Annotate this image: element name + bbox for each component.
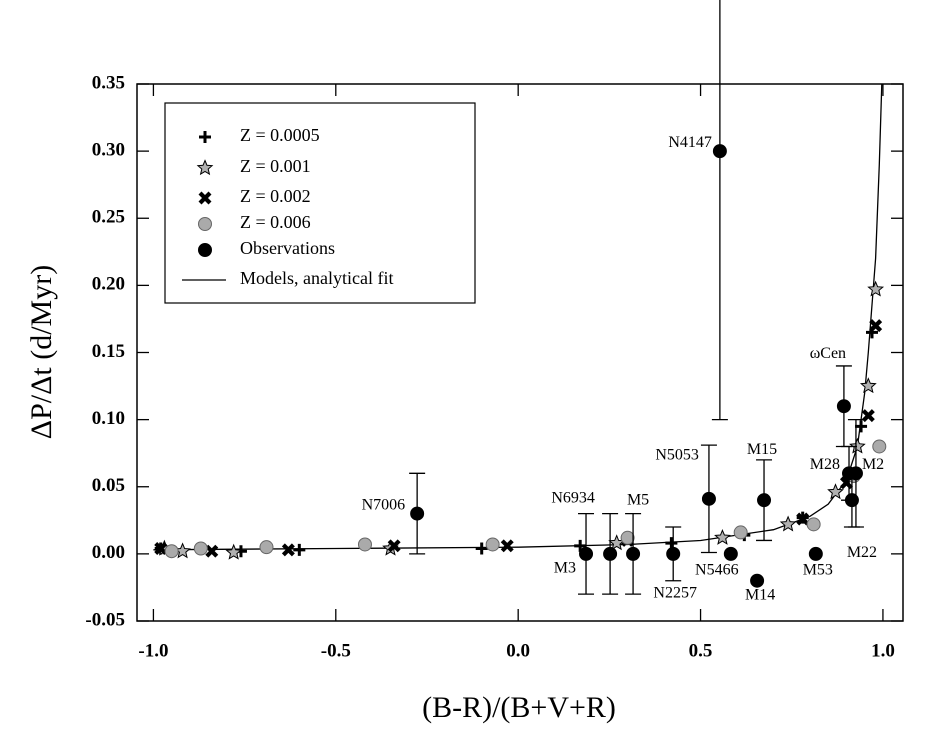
x-tick-label: 0.0 xyxy=(506,640,530,661)
point-label: M14 xyxy=(745,586,775,603)
circle-marker xyxy=(626,546,641,561)
plus-marker xyxy=(855,420,868,433)
point-label: M5 xyxy=(627,492,649,509)
point-label: M3 xyxy=(554,560,576,577)
circle-marker xyxy=(603,546,618,561)
star-marker xyxy=(779,515,797,532)
star-marker xyxy=(827,483,844,500)
plus-marker xyxy=(199,131,211,143)
cross-marker xyxy=(387,539,401,553)
point-label: N6934 xyxy=(551,490,595,507)
star-marker xyxy=(714,528,731,545)
x-tick-label: 0.5 xyxy=(689,640,713,661)
circle-marker xyxy=(198,243,212,257)
y-tick-label: 0.35 xyxy=(92,72,125,93)
legend-label: Models, analytical fit xyxy=(240,268,393,288)
x-tick-label: -1.0 xyxy=(138,640,168,661)
circle-marker xyxy=(836,399,851,414)
cross-marker xyxy=(796,512,810,526)
cross-marker xyxy=(198,191,212,205)
y-tick-label: 0.05 xyxy=(92,475,125,496)
legend-box xyxy=(164,102,476,304)
cross-marker xyxy=(500,539,514,553)
star-marker xyxy=(867,280,885,297)
x-axis-title: (B-R)/(B+V+R) xyxy=(422,691,616,724)
legend-label: Z = 0.001 xyxy=(240,156,311,176)
plus-marker xyxy=(293,543,306,556)
circle-marker xyxy=(164,544,179,559)
circle-marker xyxy=(579,546,594,561)
star-marker xyxy=(225,543,243,560)
circle-marker xyxy=(757,493,772,508)
legend-label: Observations xyxy=(240,238,335,258)
circle-marker xyxy=(712,144,727,159)
y-tick-label: 0.00 xyxy=(92,542,125,563)
error-bar xyxy=(711,0,728,421)
circle-marker xyxy=(808,546,823,561)
circle-marker xyxy=(357,537,372,552)
circle-marker xyxy=(844,493,859,508)
y-tick-label: 0.30 xyxy=(92,139,125,160)
circle-marker xyxy=(806,517,821,532)
point-label: N2257 xyxy=(653,585,697,602)
circle-marker xyxy=(723,546,738,561)
circle-marker xyxy=(872,439,887,454)
x-tick-label: -0.5 xyxy=(321,640,351,661)
cross-marker xyxy=(154,542,168,555)
y-tick-label: 0.25 xyxy=(92,207,125,228)
y-axis-title: ΔP/Δt (d/Myr) xyxy=(25,265,58,439)
point-label: M22 xyxy=(847,544,877,561)
cross-marker xyxy=(205,544,219,558)
circle-marker xyxy=(733,525,748,540)
legend-label: Z = 0.006 xyxy=(240,212,311,232)
point-label: M28 xyxy=(810,456,840,473)
point-label: N5053 xyxy=(655,447,699,464)
circle-marker xyxy=(750,573,765,588)
star-marker xyxy=(196,159,214,176)
circle-marker xyxy=(485,537,500,552)
circle-marker xyxy=(620,530,635,545)
x-tick-label: 1.0 xyxy=(871,640,895,661)
point-label: N4147 xyxy=(668,134,712,151)
legend-label: Z = 0.0005 xyxy=(240,125,320,145)
point-label: M53 xyxy=(803,562,833,579)
point-label: M2 xyxy=(862,456,884,473)
point-label: ωCen xyxy=(810,345,846,362)
circle-marker xyxy=(259,540,274,555)
star-marker xyxy=(849,437,866,454)
circle-marker xyxy=(193,541,208,556)
cross-marker xyxy=(869,319,883,333)
plus-marker xyxy=(475,542,488,555)
y-tick-label: 0.15 xyxy=(92,341,125,362)
plus-marker xyxy=(574,539,587,552)
point-label: M15 xyxy=(747,441,777,458)
cross-marker xyxy=(281,543,295,557)
circle-marker xyxy=(410,506,425,521)
legend-label: Z = 0.002 xyxy=(240,186,311,206)
circle-marker xyxy=(198,217,212,231)
point-label: N5466 xyxy=(695,562,739,579)
star-marker xyxy=(859,377,877,394)
y-tick-label: -0.05 xyxy=(85,609,125,630)
circle-marker xyxy=(666,546,681,561)
y-tick-label: 0.10 xyxy=(92,408,125,429)
point-label: N7006 xyxy=(362,496,406,513)
y-tick-label: 0.20 xyxy=(92,274,125,295)
cross-marker xyxy=(861,409,875,423)
circle-marker xyxy=(701,491,716,506)
